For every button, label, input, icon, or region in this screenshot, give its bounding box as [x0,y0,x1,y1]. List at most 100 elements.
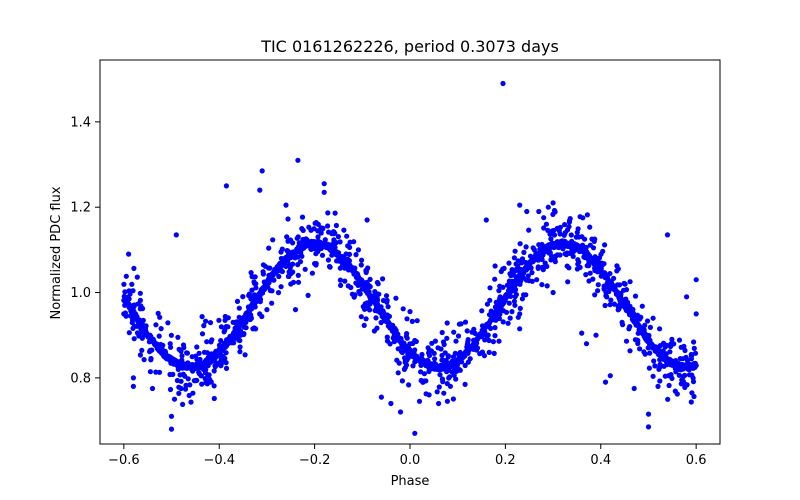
data-point-outlier [416,398,423,404]
data-points [121,80,699,436]
data-point [376,291,382,297]
data-point [439,329,445,336]
data-point [602,242,608,248]
data-point-outlier [364,217,370,223]
data-point [184,350,190,356]
data-point [618,303,624,309]
data-point [332,244,338,250]
data-point [237,344,243,350]
data-point [245,304,251,310]
data-point [384,334,390,340]
data-point [335,234,341,240]
data-point [644,318,651,324]
data-point [519,256,526,262]
data-point [627,279,633,285]
data-point-outlier [645,424,652,430]
data-point [397,338,404,344]
x-axis: −0.6 −0.4 −0.2 0.0 0.2 0.4 0.6 [108,444,706,468]
data-point [325,257,331,263]
data-point [504,291,510,297]
data-point [332,210,338,216]
data-point [477,351,483,357]
data-point [190,368,196,374]
data-point [271,277,277,283]
data-point [155,310,161,316]
data-point [189,354,195,360]
data-point [351,294,357,300]
data-point [603,293,609,299]
data-point [525,273,531,279]
data-point [170,371,176,377]
data-point [632,293,639,299]
data-point [168,344,174,350]
data-point [225,324,231,330]
data-point [363,267,369,274]
data-point [492,276,498,282]
data-point [126,330,132,336]
data-point [684,382,690,388]
data-point [527,253,534,259]
data-point [614,282,621,288]
data-point-outlier [264,307,270,313]
data-point [380,276,386,282]
data-point-outlier [412,430,418,436]
data-point [130,325,136,331]
data-point [398,349,405,355]
data-point [131,336,137,342]
data-point [272,266,278,272]
data-point [444,335,450,341]
data-point [333,240,339,246]
data-point [520,269,526,275]
data-point [285,216,291,222]
data-point [441,390,447,396]
data-point [636,323,643,329]
data-point [333,222,339,229]
data-point [402,355,408,361]
data-point-outlier [550,289,556,296]
data-point [669,375,675,381]
data-point [147,369,153,375]
data-point [624,300,631,306]
data-point [400,306,406,312]
data-point [541,225,547,231]
data-point [176,346,182,352]
data-point [486,349,492,355]
data-point [623,338,630,344]
data-point [473,347,480,353]
data-point [203,318,209,324]
data-point [627,348,633,354]
data-point-outlier [259,168,265,174]
data-point [619,298,625,305]
data-point [665,396,671,402]
data-point [435,345,441,351]
data-point [267,272,273,278]
x-tick-label: −0.4 [203,453,235,468]
data-point [305,292,311,298]
data-point [361,322,367,328]
data-point [642,322,648,328]
data-point [260,269,266,275]
data-point [372,289,378,295]
data-point [444,320,450,326]
data-point [599,260,605,266]
data-point-outlier [602,379,609,385]
data-point [575,226,581,232]
data-point [479,323,486,329]
data-point [136,333,142,339]
data-point [278,284,284,290]
data-point [355,282,361,288]
data-point [134,323,140,329]
data-point [566,218,573,224]
data-point [342,265,348,271]
data-point [279,246,285,252]
chart-title: TIC 0161262226, period 0.3073 days [260,37,559,56]
data-point [194,377,200,383]
data-point [290,240,296,246]
data-point [348,284,354,291]
data-point [626,326,632,332]
data-point-outlier [493,317,499,323]
data-point [284,248,290,254]
data-point [517,305,523,311]
data-point [635,330,641,336]
data-point [410,363,416,369]
